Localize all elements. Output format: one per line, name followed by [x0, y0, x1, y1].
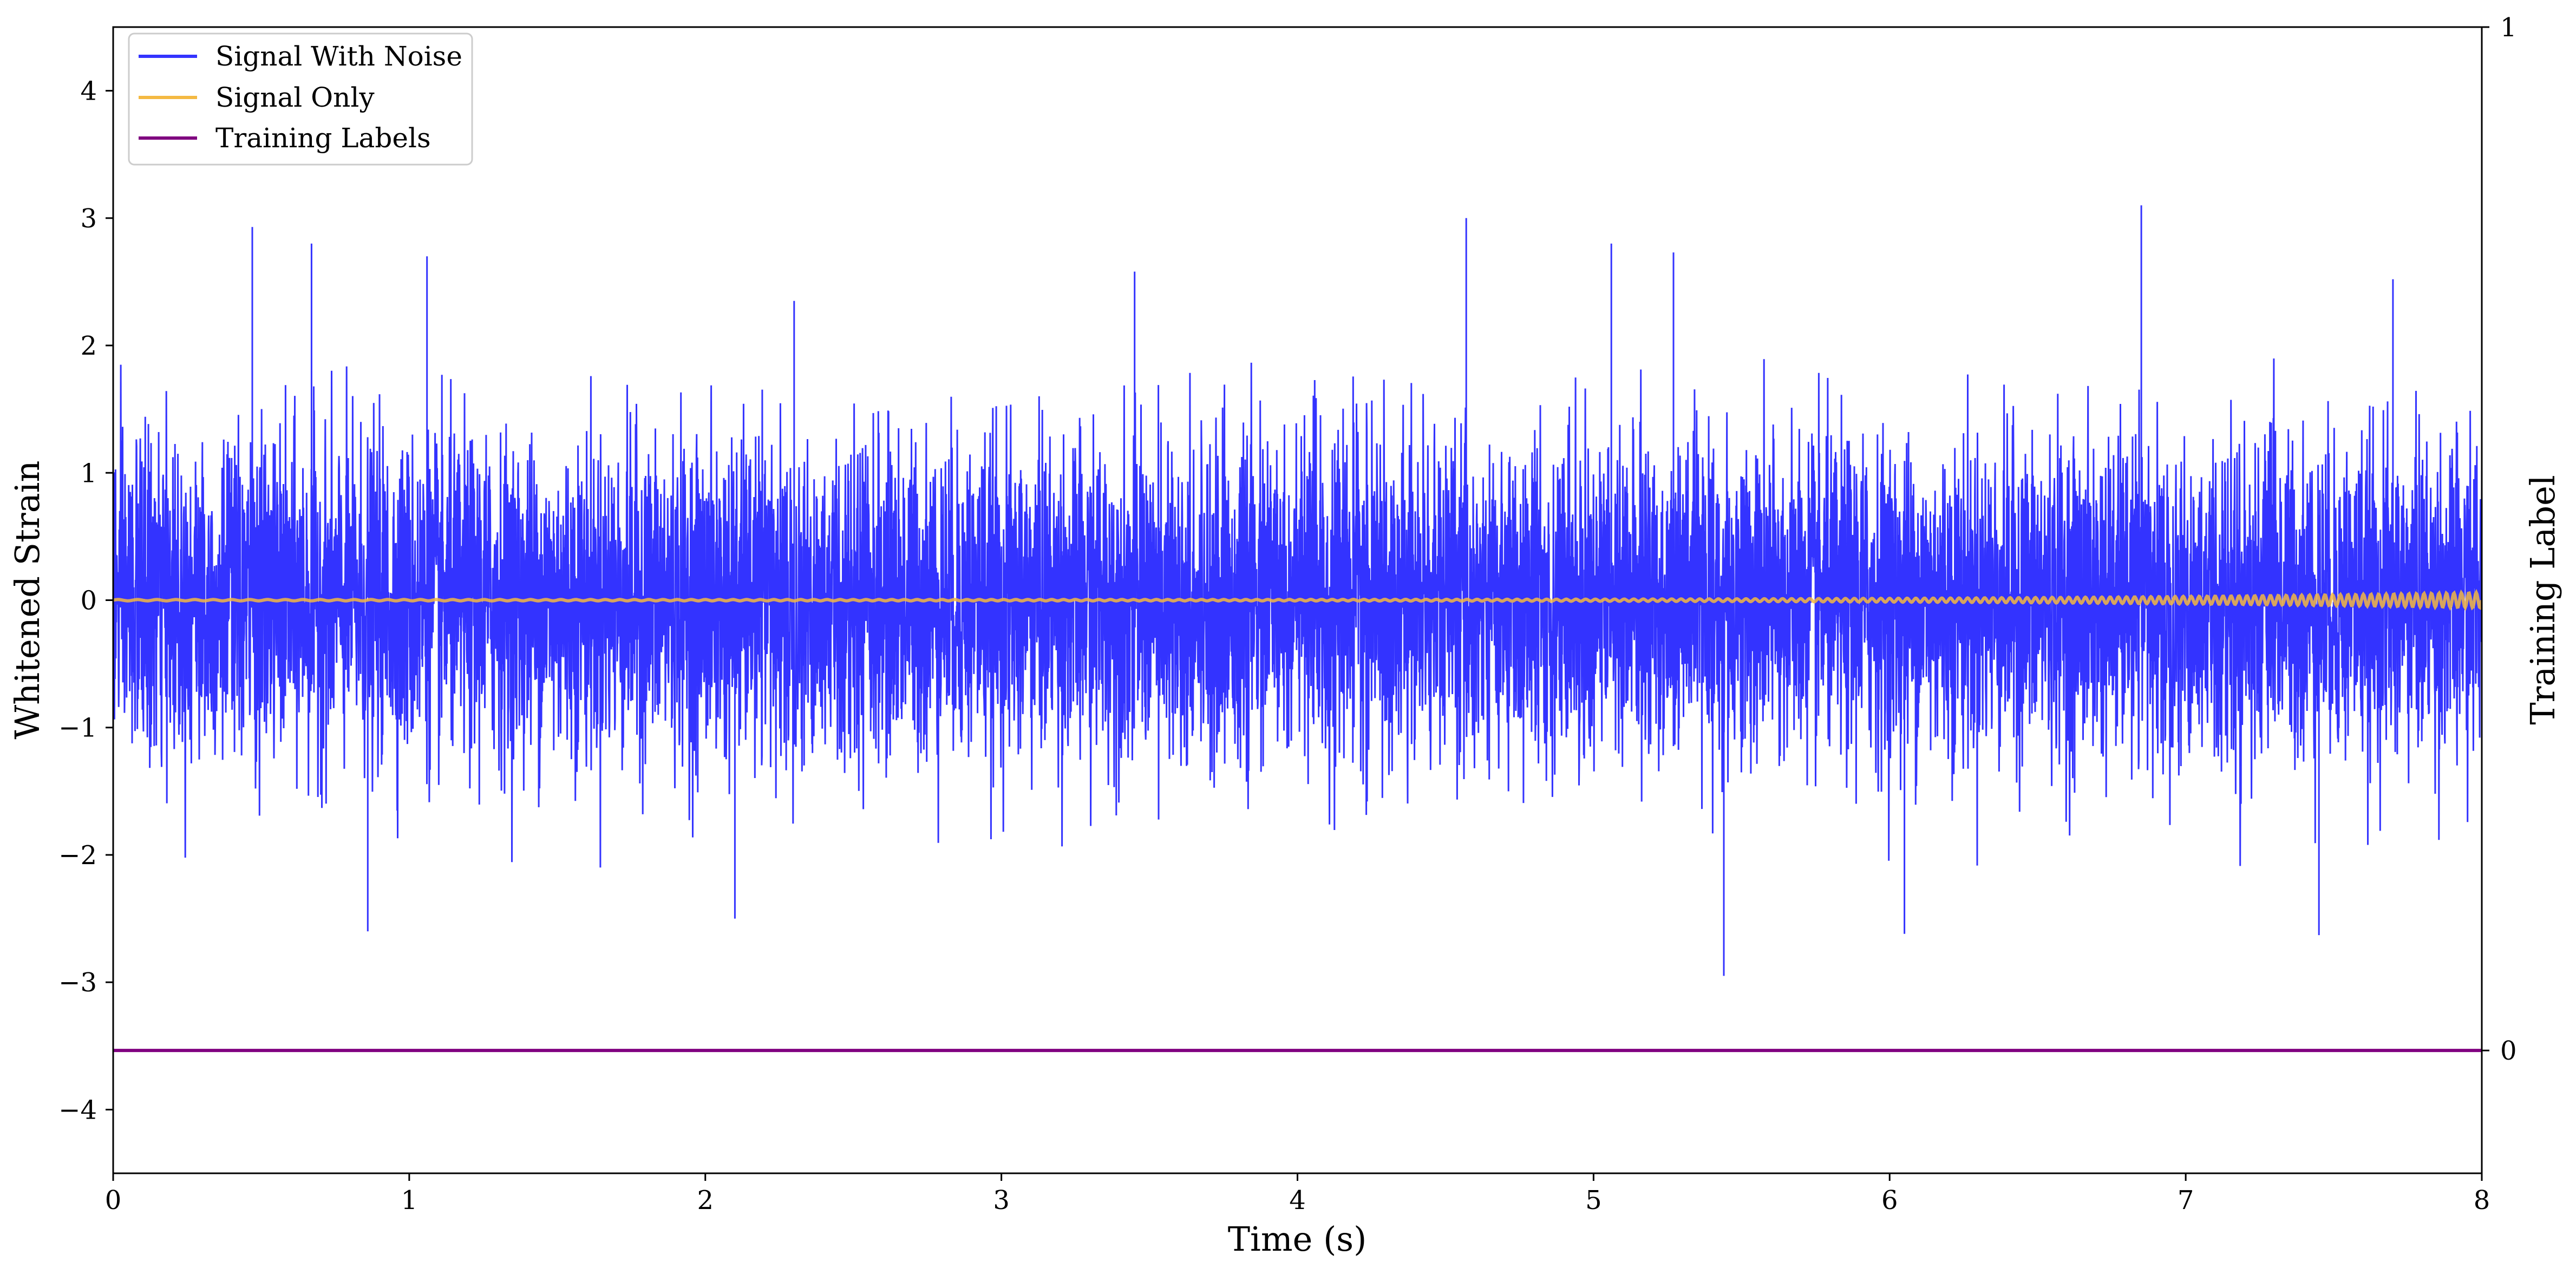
x-tick-label: 7	[2178, 1185, 2194, 1216]
y-tick-label: −3	[58, 968, 97, 998]
y-axis-ticks: −4 −3 −2 −1 0 1 2 3 4	[58, 76, 113, 1125]
legend-entry-signal-only: Signal Only	[215, 82, 375, 113]
x-tick-label: 4	[1289, 1185, 1306, 1216]
y-right-tick-label: 0	[2500, 1036, 2517, 1066]
x-axis-label: Time (s)	[1228, 1219, 1367, 1259]
y-axis-right-label: Training Label	[2523, 475, 2562, 724]
x-tick-label: 3	[993, 1185, 1010, 1216]
x-tick-label: 6	[1881, 1185, 1898, 1216]
x-tick-label: 2	[697, 1185, 714, 1216]
y-tick-label: 3	[80, 204, 97, 234]
legend-box	[128, 32, 473, 166]
y-tick-label: 0	[80, 586, 97, 616]
x-tick-label: 8	[2474, 1185, 2490, 1216]
y-tick-label: −4	[58, 1095, 97, 1125]
y-tick-label: 2	[80, 331, 97, 361]
y-tick-label: −1	[58, 713, 97, 743]
y-axis-right-ticks: 01	[2482, 12, 2517, 1066]
plot-area	[113, 205, 2482, 1053]
legend-entry-training-labels: Training Labels	[215, 122, 431, 154]
y-axis-label: Whitened Strain	[8, 461, 47, 740]
y-tick-label: −2	[58, 840, 97, 871]
legend-entry-signal-with-noise: Signal With Noise	[215, 41, 462, 72]
y-right-tick-label: 1	[2500, 12, 2517, 43]
series-signal-with-noise-line	[113, 205, 2482, 976]
x-tick-label: 0	[105, 1185, 122, 1216]
legend: Signal With Noise Signal Only Training L…	[128, 32, 473, 166]
series-signal-only-line	[113, 589, 2482, 611]
y-tick-label: 1	[80, 458, 97, 488]
x-tick-label: 1	[401, 1185, 418, 1216]
x-tick-label: 5	[1585, 1185, 1602, 1216]
x-axis-ticks: 0 1 2 3 4 5 6 7 8	[105, 1173, 2490, 1216]
y-tick-label: 4	[80, 76, 97, 107]
